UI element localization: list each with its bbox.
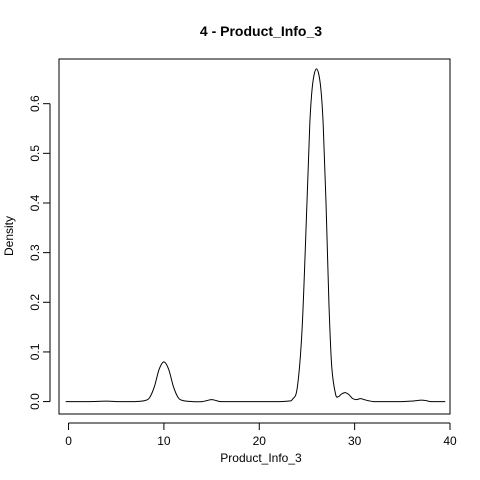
plot-frame: [58, 58, 451, 415]
y-tick-label: 0.6: [28, 95, 42, 112]
y-tick-label: 0.4: [28, 194, 42, 211]
x-tick-label: 40: [443, 434, 457, 448]
x-tick-label: 20: [253, 434, 267, 448]
x-tick-label: 0: [65, 434, 72, 448]
density-line: [65, 68, 446, 403]
y-axis: 0.0 0.1 0.2 0.3 0.4 0.5 0.6: [28, 95, 51, 410]
chart-title: 4 - Product_Info_3: [200, 23, 322, 39]
y-tick-label: 0.5: [28, 145, 42, 162]
y-axis-label: Density: [2, 216, 16, 256]
y-tick-label: 0.3: [28, 244, 42, 261]
x-axis-label: Product_Info_3: [220, 451, 302, 465]
x-axis: 0 10 20 30 40: [65, 422, 457, 448]
x-tick-label: 10: [157, 434, 171, 448]
y-tick-label: 0.0: [28, 393, 42, 410]
y-tick-label: 0.2: [28, 294, 42, 311]
y-tick-label: 0.1: [28, 343, 42, 360]
x-tick-label: 30: [348, 434, 362, 448]
